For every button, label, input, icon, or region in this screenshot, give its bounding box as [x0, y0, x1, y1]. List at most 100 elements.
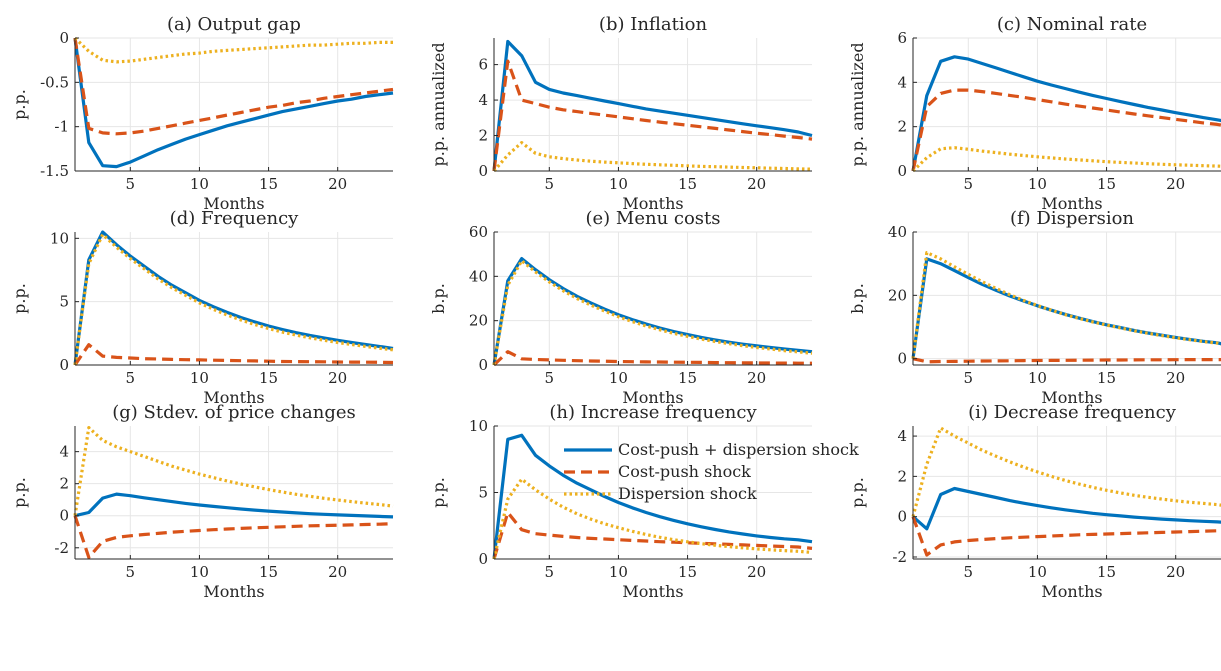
y-tick-label: -1.5 [40, 162, 69, 180]
x-tick-label: 10 [1028, 175, 1047, 193]
panel-g: 5 10 15 20 -2 0 2 4 (g) Stdev. of price changes M… [10, 402, 394, 601]
panel-a-ylabel: p.p. [10, 89, 29, 120]
y-tick-label: 0 [59, 356, 69, 374]
x-tick-label: 20 [328, 563, 347, 581]
panel-g-title: (g) Stdev. of price changes [112, 402, 355, 423]
panel-i-series-dotted [911, 426, 1221, 518]
panel-c-series-solid [911, 55, 1221, 172]
y-tick-label: -2 [54, 539, 69, 557]
panel-h-title: (h) Increase frequency [549, 402, 757, 423]
y-tick-label: 0 [59, 29, 69, 47]
x-tick-label: 20 [747, 563, 766, 581]
panel-g-series-dotted [73, 426, 394, 516]
y-tick-label: 2 [59, 475, 69, 493]
panel-g-ylabel: p.p. [10, 477, 29, 508]
y-tick-label: 2 [897, 467, 907, 485]
y-tick-label: -2 [892, 548, 907, 566]
panel-f-series-solid [911, 257, 1221, 359]
x-tick-label: 20 [328, 175, 347, 193]
panel-b-ylabel: p.p. annualized [429, 42, 448, 166]
y-tick-label: 0 [478, 356, 488, 374]
panel-g-xlabel: Months [203, 582, 264, 601]
panel-b: 5 10 15 20 0 2 4 6 (b) Inflation Months p.p. annua… [429, 14, 813, 213]
panel-f-xlabel: Months [1041, 388, 1102, 407]
panel-i-series-dashed [911, 516, 1221, 557]
legend: Cost-push + dispersion shock Cost-push sh… [564, 440, 859, 503]
panel-i-xlabel: Months [1041, 582, 1102, 601]
y-tick-label: 2 [478, 127, 488, 145]
panel-f-series-dotted [911, 251, 1221, 359]
panel-d-title: (d) Frequency [170, 208, 299, 229]
panel-b-series-dotted [492, 141, 813, 173]
y-tick-label: 40 [888, 223, 907, 241]
panel-h-series-dashed [492, 510, 813, 560]
panel-b-xlabel: Months [622, 194, 683, 213]
x-tick-label: 5 [545, 369, 555, 387]
x-tick-label: 10 [609, 563, 628, 581]
y-tick-label: 0 [897, 508, 907, 526]
panel-b-series-solid [492, 39, 813, 172]
x-tick-label: 20 [747, 369, 766, 387]
panel-g-series-solid [74, 492, 394, 519]
panel-c: 5 10 15 20 0 2 4 6 (c) Nominal rate Months p.p. an… [848, 14, 1221, 213]
y-tick-label: 5 [59, 293, 69, 311]
panel-a-xlabel: Months [203, 194, 264, 213]
panel-c-xlabel: Months [1041, 194, 1102, 213]
x-tick-label: 5 [126, 369, 136, 387]
y-tick-label: 40 [469, 267, 488, 285]
y-tick-label: 0 [478, 162, 488, 180]
x-tick-label: 15 [259, 175, 278, 193]
panel-e-ylabel: b.p. [429, 283, 448, 314]
x-tick-label: 15 [1097, 563, 1116, 581]
panel-i: 5 10 15 20 -2 0 2 4 (i) Decrease frequency Months… [848, 402, 1221, 601]
panel-i-title: (i) Decrease frequency [968, 402, 1177, 423]
y-tick-label: 0 [478, 550, 488, 568]
y-tick-label: 4 [59, 443, 69, 461]
panel-e: 5 10 15 20 0 20 40 60 (e) Menu costs Months b.p. [429, 208, 813, 407]
panel-h-series-dotted [492, 477, 813, 560]
y-tick-label: 2 [897, 118, 907, 136]
y-tick-label: 4 [478, 91, 488, 109]
panel-h-ylabel: p.p. [429, 477, 448, 508]
x-tick-label: 20 [747, 175, 766, 193]
x-tick-label: 20 [328, 369, 347, 387]
legend-label: Cost-push shock [618, 462, 751, 481]
panel-b-series-dashed [492, 59, 813, 172]
x-tick-label: 10 [190, 563, 209, 581]
x-tick-label: 15 [259, 563, 278, 581]
panel-h: 5 10 15 20 0 5 10 (h) Increase frequency Months p… [429, 402, 813, 601]
x-tick-label: 5 [964, 369, 974, 387]
panel-c-ylabel: p.p. annualized [848, 42, 867, 166]
panel-a-series-solid [73, 37, 394, 169]
y-tick-label: 10 [50, 229, 69, 247]
x-tick-label: 15 [259, 369, 278, 387]
y-tick-label: -1 [54, 118, 69, 136]
panel-c-series-dashed [911, 88, 1221, 172]
panel-a-series-dashed [73, 37, 394, 136]
legend-label: Dispersion shock [618, 484, 757, 503]
x-tick-label: 5 [545, 563, 555, 581]
x-tick-label: 10 [1028, 563, 1047, 581]
x-tick-label: 15 [678, 369, 697, 387]
panel-e-series-solid [492, 257, 813, 366]
panel-a-title: (a) Output gap [167, 14, 301, 35]
x-tick-label: 10 [609, 175, 628, 193]
x-tick-label: 15 [1097, 369, 1116, 387]
panel-a: 5 10 15 20 -1.5 -1 -0.5 0 (a) Output gap Months p.… [10, 14, 394, 213]
panel-e-series-dashed [492, 350, 812, 367]
x-tick-label: 15 [678, 563, 697, 581]
panel-f-title: (f) Dispersion [1010, 208, 1134, 229]
x-tick-label: 10 [609, 369, 628, 387]
panel-e-title: (e) Menu costs [585, 208, 720, 229]
panel-b-title: (b) Inflation [599, 14, 708, 35]
y-tick-label: 60 [469, 223, 488, 241]
x-tick-label: 20 [1166, 563, 1185, 581]
x-tick-label: 5 [545, 175, 555, 193]
y-tick-label: -0.5 [40, 73, 69, 91]
x-tick-label: 10 [190, 369, 209, 387]
y-tick-label: 10 [469, 417, 488, 435]
y-tick-label: 4 [897, 427, 907, 445]
y-tick-label: 6 [897, 29, 907, 47]
y-tick-label: 6 [478, 56, 488, 74]
y-tick-label: 0 [59, 507, 69, 525]
